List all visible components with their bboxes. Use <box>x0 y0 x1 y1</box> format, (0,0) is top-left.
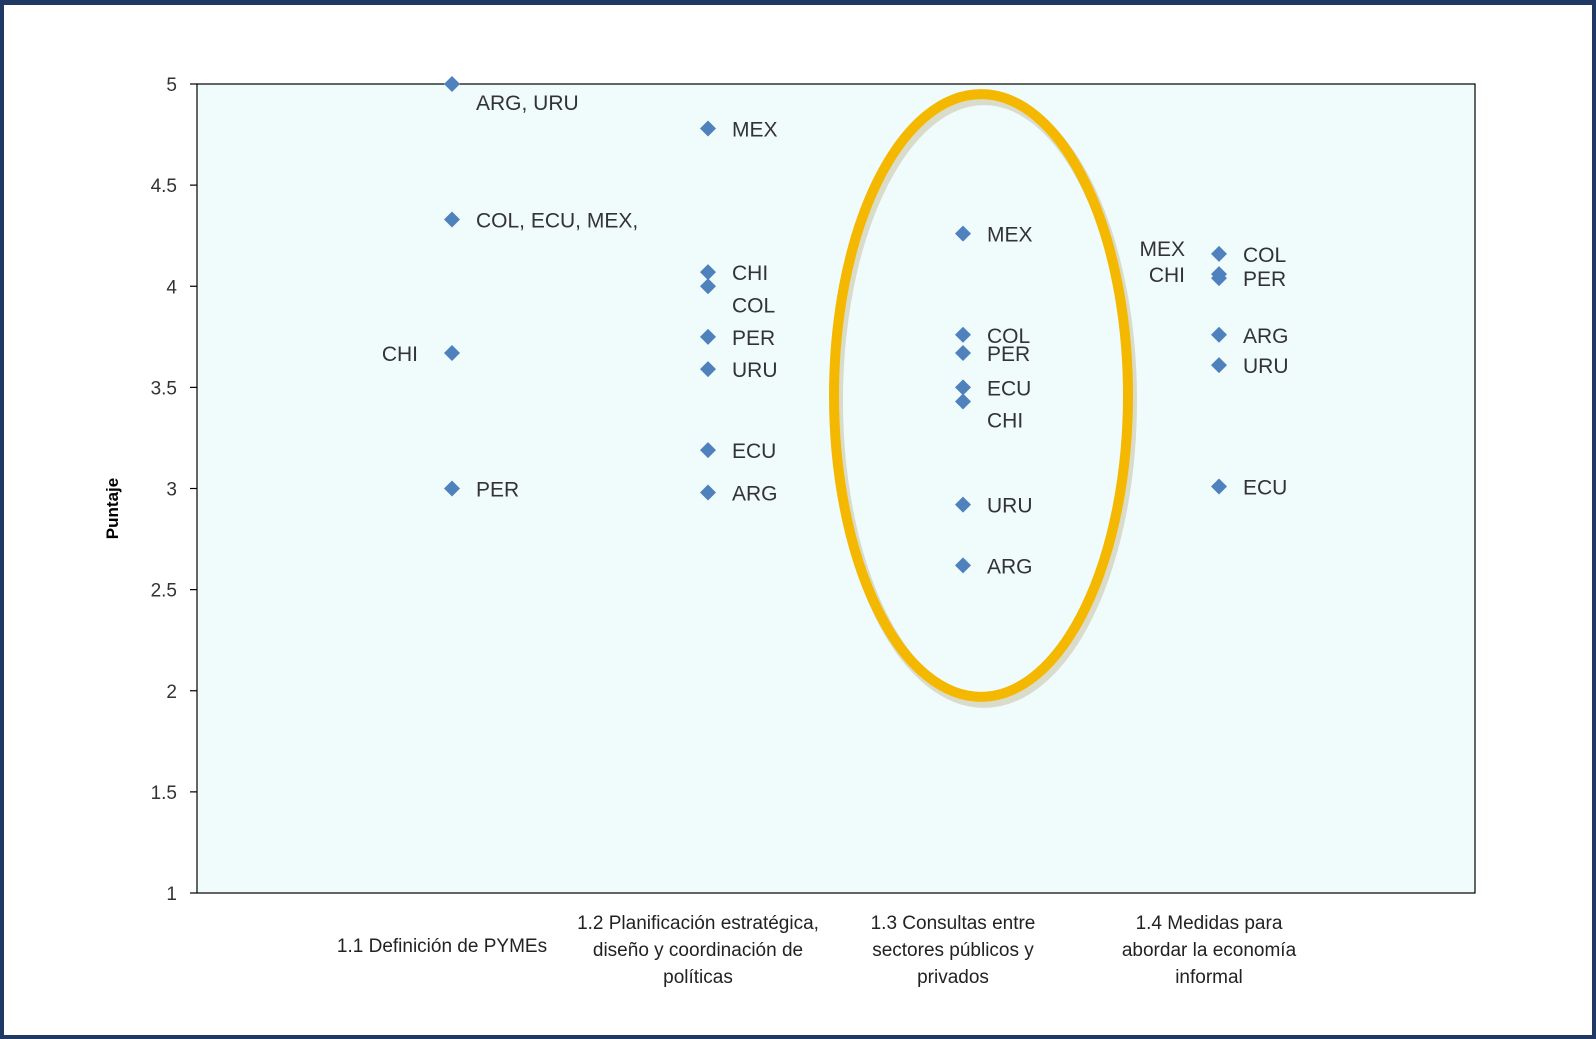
point-label: CHI <box>1149 264 1185 287</box>
category-label-line: 1.1 Definición de PYMEs <box>337 936 547 957</box>
point-label: COL <box>1243 244 1286 267</box>
y-tick-label: 4.5 <box>151 176 177 197</box>
point-label: MEX <box>987 224 1033 247</box>
point-label: COL, ECU, MEX, <box>476 210 638 233</box>
point-label: MEX <box>1139 238 1185 261</box>
point-label: PER <box>476 479 519 502</box>
category-label-line: diseño y coordinación de <box>593 940 803 961</box>
point-label: PER <box>1243 268 1286 291</box>
category-label-line: informal <box>1175 967 1243 988</box>
point-label: URU <box>987 495 1033 518</box>
category-label-line: 1.3 Consultas entre <box>871 913 1036 934</box>
category-label: 1.2 Planificación estratégica, diseño y c… <box>577 913 819 988</box>
y-tick-label: 1 <box>166 884 177 905</box>
y-tick-label: 5 <box>166 75 177 96</box>
point-label: ARG <box>732 483 778 506</box>
point-label: COL <box>732 294 775 317</box>
y-tick-label: 2.5 <box>151 581 177 602</box>
point-label: ECU <box>1243 476 1287 499</box>
category-label: 1.1 Definición de PYMEs <box>337 936 547 957</box>
point-label: PER <box>732 327 775 350</box>
point-label: ARG <box>1243 325 1289 348</box>
y-axis-label: Puntaje <box>103 478 122 539</box>
y-tick-label: 3 <box>166 480 177 501</box>
y-tick-label: 2 <box>166 682 177 703</box>
point-label: MEX <box>732 118 778 141</box>
category-label-line: sectores públicos y <box>872 940 1034 961</box>
category-label-line: privados <box>917 967 989 988</box>
category-label-line: 1.2 Planificación estratégica, <box>577 913 819 934</box>
y-tick-label: 4 <box>166 277 177 298</box>
category-label: 1.3 Consultas entre sectores públicos y pr… <box>871 913 1036 988</box>
category-label-line: 1.4 Medidas para <box>1136 913 1283 934</box>
point-label: CHI <box>382 343 418 366</box>
y-tick-label: 1.5 <box>151 783 177 804</box>
point-label: ECU <box>732 440 776 463</box>
point-label: CHI <box>987 410 1023 433</box>
point-label: ECU <box>987 377 1031 400</box>
point-label: CHI <box>732 262 768 285</box>
category-label: 1.4 Medidas para abordar la economía infor… <box>1122 913 1297 988</box>
point-label: ARG, URU <box>476 92 579 115</box>
point-label: URU <box>732 359 778 382</box>
category-label-line: políticas <box>663 967 733 988</box>
point-label: PER <box>987 343 1030 366</box>
point-label: URU <box>1243 355 1289 378</box>
point-label: ARG <box>987 555 1033 578</box>
category-label-line: abordar la economía <box>1122 940 1297 961</box>
y-tick-label: 3.5 <box>151 378 177 399</box>
